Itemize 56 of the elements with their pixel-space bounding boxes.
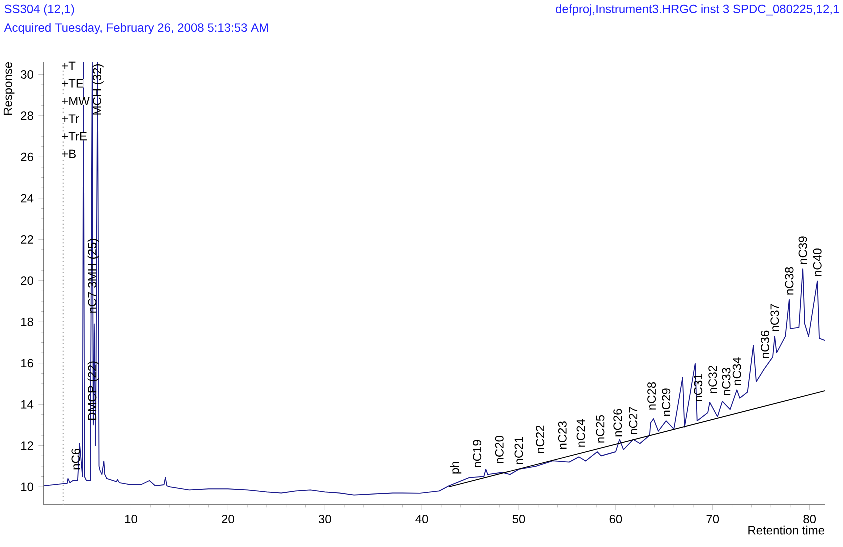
line-series — [44, 62, 826, 496]
annotation: nC7 3MH (25) — [88, 239, 100, 313]
annotation: +B — [62, 150, 76, 158]
x-tick-label: 30 — [318, 515, 332, 524]
annotation: nC20 — [495, 436, 504, 464]
annotation: nC38 — [785, 267, 794, 295]
chart-title: SS304 (12,1) — [4, 4, 74, 16]
annotation: DMCP (22) — [88, 362, 100, 420]
y-tick-label: 22 — [21, 235, 34, 244]
annotation: nC21 — [514, 437, 524, 464]
annotation: nC26 — [614, 409, 622, 437]
annotation: nC36 — [760, 330, 770, 358]
chart-subtitle: Acquired Tuesday, February 26, 2008 5:13:53 AM — [4, 23, 268, 34]
annotation: nC19 — [473, 440, 482, 468]
y-tick-label: 18 — [22, 318, 34, 326]
annotation: +T — [62, 62, 76, 70]
x-tick-label: 20 — [222, 515, 234, 524]
y-tick-label: 10 — [22, 482, 34, 492]
x-tick-label: 60 — [610, 515, 622, 524]
annotation: +Tr — [62, 114, 80, 123]
x-tick-label: 10 — [125, 515, 138, 524]
y-tick-label: 30 — [21, 70, 34, 79]
y-tick-label: 14 — [22, 400, 34, 409]
x-tick-label: 40 — [416, 515, 428, 524]
annotation: nC22 — [536, 426, 545, 454]
annotation: nC33 — [722, 368, 731, 396]
y-tick-label: 24 — [21, 194, 34, 203]
annotation: nC39 — [798, 236, 808, 264]
y-axis-title: Response — [4, 62, 15, 115]
annotation: +MW — [62, 97, 90, 106]
y-tick-label: 20 — [21, 276, 34, 286]
annotation: nC40 — [813, 248, 822, 276]
annotation: nC28 — [648, 382, 656, 410]
annotation: nC37 — [770, 304, 780, 332]
annotation: +TE — [62, 80, 84, 88]
annotation: nC29 — [662, 388, 671, 416]
annotation: nC24 — [576, 419, 586, 447]
y-tick-label: 26 — [21, 152, 34, 162]
x-tick-label: 80 — [804, 515, 816, 524]
annotation: nC32 — [708, 366, 718, 394]
y-tick-label: 16 — [22, 359, 34, 368]
annotation: ph — [450, 462, 462, 474]
x-tick-label: 70 — [706, 515, 720, 524]
annotation: nC23 — [558, 422, 567, 450]
text: defproj,Instrument3.HRGC inst 3 SPDC_080225,12,1 — [556, 4, 840, 16]
y-tick-label: 28 — [21, 112, 34, 120]
x-tick-label: 50 — [512, 515, 526, 524]
annotation: +TrE — [62, 132, 87, 141]
annotation: MCH (32) — [92, 64, 104, 115]
y-tick-label: 12 — [22, 442, 34, 450]
annotation: nC25 — [596, 415, 605, 443]
annotation: nC6 — [72, 448, 80, 470]
annotation: nC31 — [694, 374, 703, 402]
annotation: nC27 — [629, 407, 638, 435]
annotation: nC34 — [732, 358, 742, 386]
x-axis-title: Retention time — [748, 526, 825, 535]
